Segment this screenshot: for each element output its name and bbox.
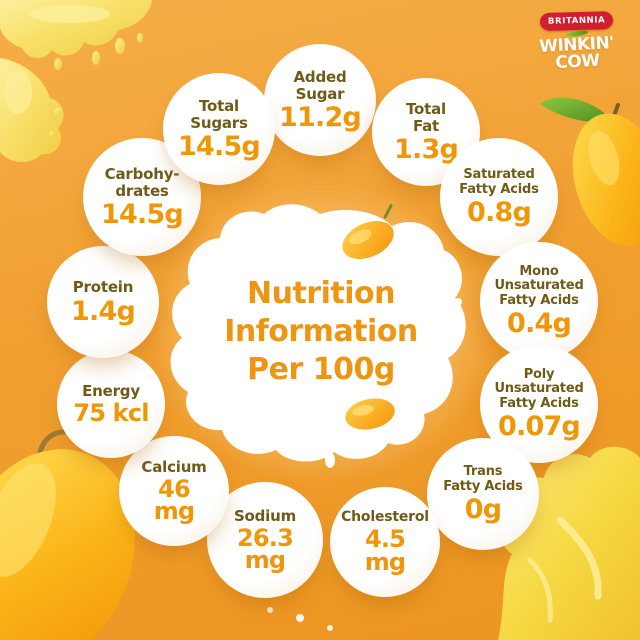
splash-top-left [0, 0, 152, 163]
nutrient-value: 0.07g [498, 411, 581, 443]
nutrient-bubble-cholesterol: Cholesterol 4.5 mg [330, 487, 440, 597]
nutrient-label: Carbohy- drates [104, 164, 180, 200]
title-line-2: Information [224, 313, 418, 349]
page-title: Nutrition Information Per 100g [196, 252, 446, 412]
winkin-cow-logo: WINKIN' COW [521, 33, 633, 74]
mango-bottom-left [0, 429, 136, 640]
nutrient-label: Total Sugars [190, 96, 248, 132]
nutrient-label: Cholesterol [341, 509, 429, 526]
milk-splash-blob [170, 204, 466, 631]
title-line-1: Nutrition [247, 275, 395, 311]
nutrient-bubble-mono-unsaturated-fatty-acids: Mono Unsaturated Fatty Acids 0.4g [480, 242, 598, 360]
britannia-logo: BRITANNIA [540, 11, 614, 31]
nutrient-bubble-protein: Protein 1.4g [47, 246, 159, 358]
nutrient-value: 14.5g [101, 199, 184, 231]
nutrient-label: Mono Unsaturated Fatty Acids [494, 263, 584, 308]
nutrient-bubble-total-sugars: Total Sugars 14.5g [163, 73, 275, 185]
nutrient-value: 46 mg [153, 474, 195, 526]
nutrient-value: 14.5g [178, 131, 261, 163]
nutrient-value: 0.4g [507, 308, 572, 340]
mango-slice-bottom [345, 398, 395, 430]
nutrient-bubble-added-sugar: Added Sugar 11.2g [264, 44, 376, 156]
nutrient-value: 11.2g [279, 102, 362, 134]
nutrient-value: 4.5 mg [364, 525, 406, 576]
mango-slice-top [342, 204, 394, 260]
britannia-logo-text: BRITANNIA [548, 15, 606, 27]
title-line-3: Per 100g [247, 352, 395, 388]
nutrient-label: Trans Fatty Acids [443, 463, 523, 494]
nutrient-label: Protein [72, 278, 134, 297]
nutrient-bubble-saturated-fatty-acids: Saturated Fatty Acids 0.8g [440, 138, 558, 256]
nutrient-bubble-energy: Energy 75 kcl [57, 350, 165, 458]
nutrient-value: 75 kcl [73, 399, 149, 427]
nutrient-value: 1.4g [71, 295, 136, 327]
nutrient-label: Added Sugar [293, 67, 347, 103]
nutrient-label: Saturated Fatty Acids [459, 166, 539, 197]
nutrient-value: 0g [464, 494, 502, 526]
nutrient-value: 0.8g [467, 197, 532, 229]
nutrient-bubble-sodium: Sodium 26.3 mg [207, 482, 323, 598]
nutrient-label: Energy [82, 382, 140, 401]
nutrient-value: 1.3g [394, 134, 459, 166]
nutrient-label: Calcium [141, 457, 207, 476]
nutrient-bubble-trans-fatty-acids: Trans Fatty Acids 0g [427, 438, 539, 550]
brand-block: BRITANNIA WINKIN' COW [521, 8, 633, 74]
mango-right [540, 97, 640, 247]
nutrient-bubble-calcium: Calcium 46 mg [119, 436, 229, 546]
nutrient-label: Sodium [233, 506, 297, 525]
nutrient-label: Poly Unsaturated Fatty Acids [494, 366, 584, 411]
nutrient-label: Total Fat [406, 99, 446, 135]
nutrient-value: 26.3 mg [236, 523, 294, 575]
